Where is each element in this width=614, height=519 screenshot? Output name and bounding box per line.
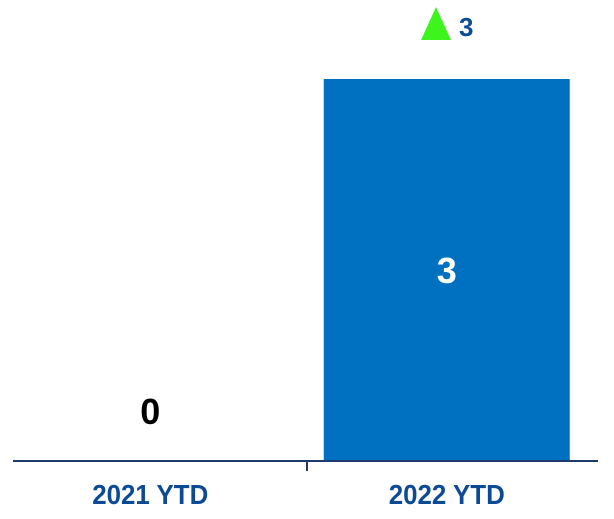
triangle-up-icon [421,7,451,40]
bar-2022-ytd [323,79,570,461]
change-value: 3 [459,12,473,42]
category-label: 2022 YTD [389,479,505,510]
data-label: 3 [437,250,457,291]
category-label: 2021 YTD [92,479,208,510]
data-label: 0 [140,391,160,432]
